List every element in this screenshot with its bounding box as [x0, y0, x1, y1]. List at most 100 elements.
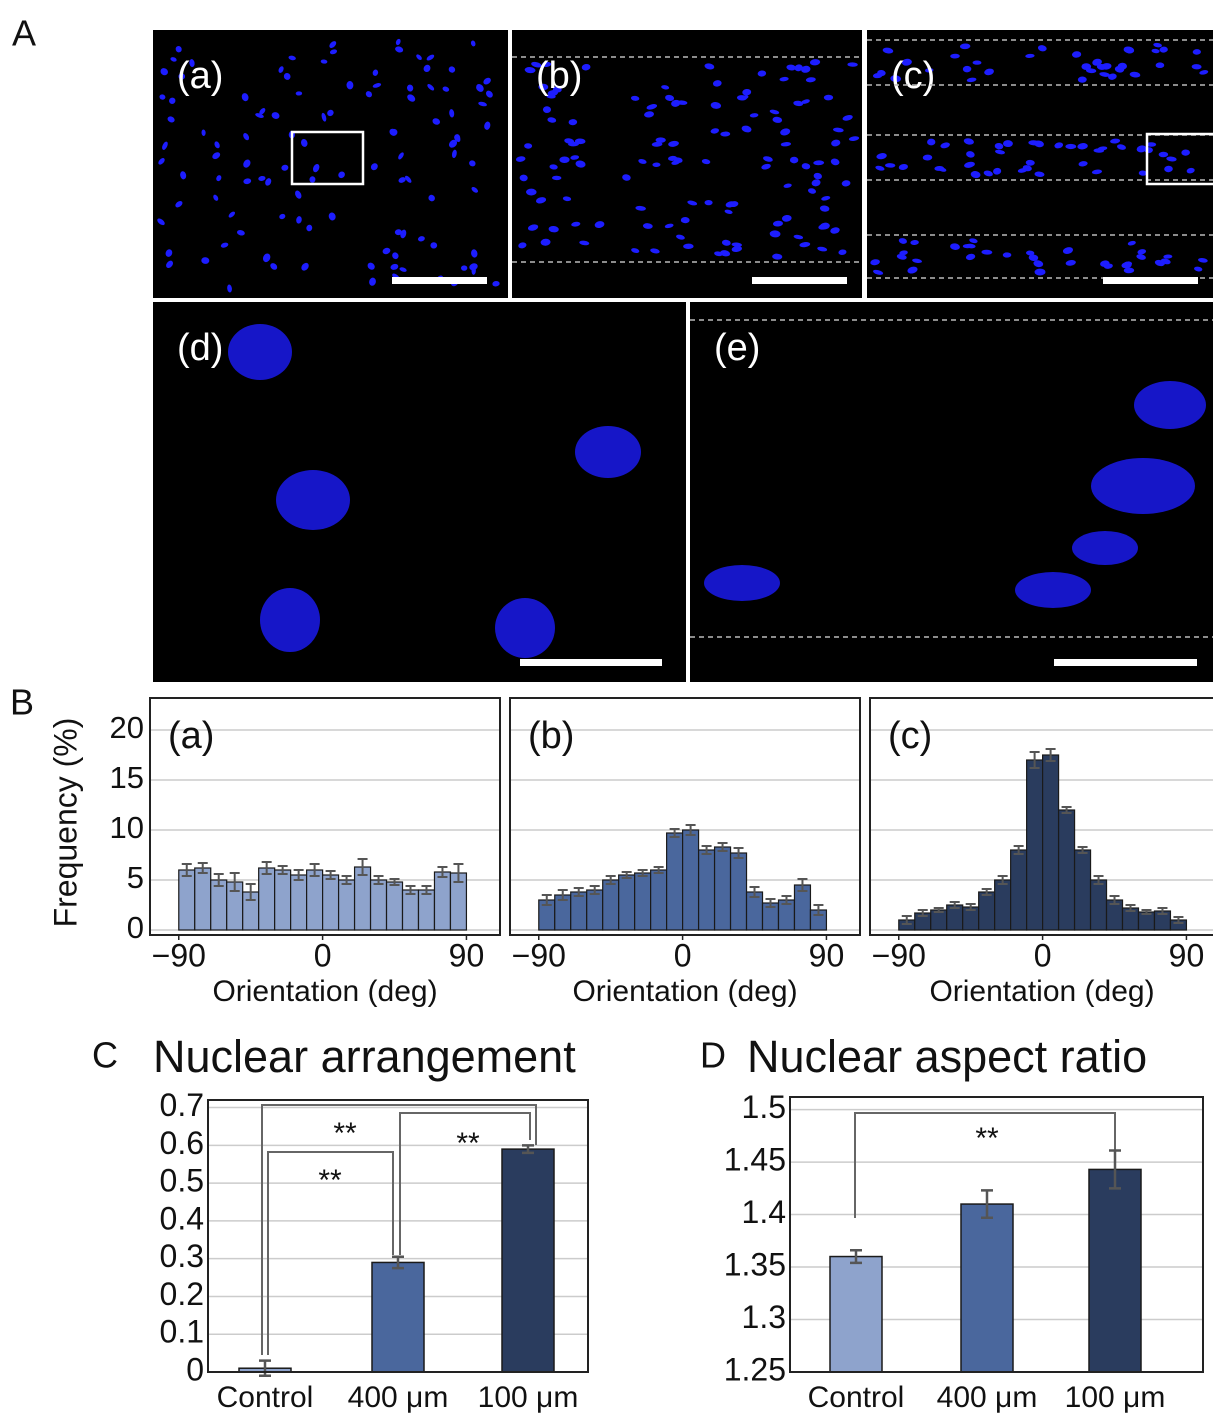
y-tick-label: 0.1 — [160, 1314, 204, 1350]
nucleus — [981, 249, 993, 255]
nucleus — [546, 94, 556, 99]
nucleus — [1146, 142, 1157, 147]
nucleus — [1002, 252, 1012, 258]
error-bar — [1029, 751, 1040, 769]
nucleus — [630, 95, 640, 101]
nucleus — [811, 179, 821, 187]
x-tick-label: −90 — [152, 937, 206, 973]
nucleus — [924, 68, 934, 73]
nucleus — [910, 239, 919, 246]
x-tick-label: 100 μm — [478, 1381, 579, 1414]
nucleus — [898, 163, 908, 171]
nucleus — [328, 212, 336, 221]
error-bar — [1013, 845, 1024, 855]
nucleus — [542, 106, 552, 114]
error-bar — [797, 878, 808, 892]
nucleus — [1154, 259, 1165, 267]
error-bar — [373, 875, 384, 885]
nucleus — [531, 61, 542, 68]
nucleus — [395, 46, 404, 53]
nucleus — [983, 170, 993, 177]
nucleus — [870, 259, 880, 266]
error-bar — [1109, 895, 1120, 905]
significance-brackets — [261, 1104, 1116, 1355]
nucleus — [166, 260, 174, 269]
histogram-bar — [618, 874, 636, 931]
scale-bar — [392, 277, 487, 284]
nucleus — [818, 223, 830, 230]
image-panel — [153, 30, 508, 298]
nucleus — [873, 269, 884, 275]
histogram-bar — [322, 874, 340, 931]
nucleus — [899, 250, 908, 256]
nucleus — [214, 141, 220, 149]
error-bar — [389, 878, 400, 886]
x-tick-label: −90 — [872, 937, 926, 973]
panel-label: (a) — [168, 715, 214, 757]
nucleus — [848, 136, 860, 142]
nucleus — [704, 199, 713, 206]
error-bar — [245, 883, 256, 901]
nucleus — [720, 131, 731, 137]
error-bar — [997, 875, 1008, 885]
plot-frame — [207, 1099, 589, 1373]
x-axis-label: Orientation (deg) — [572, 975, 797, 1008]
nucleus — [1091, 169, 1103, 175]
image-label: (a) — [177, 55, 223, 97]
error-bar — [717, 842, 728, 852]
nucleus — [243, 133, 250, 141]
x-tick-label: 90 — [449, 937, 485, 973]
error-bar — [522, 1144, 534, 1155]
nucleus — [1034, 171, 1045, 177]
nucleus — [721, 239, 731, 246]
nucleus — [372, 69, 379, 76]
histogram-bar — [385, 881, 404, 931]
nucleus — [295, 190, 302, 199]
histogram-bar — [178, 869, 196, 931]
nucleus — [1025, 159, 1035, 166]
error-bar — [1077, 846, 1088, 854]
y-tick-label: 0.7 — [160, 1087, 204, 1123]
nucleus — [793, 234, 804, 240]
histogram-bar — [697, 849, 716, 931]
nucleus — [1054, 142, 1064, 149]
nucleus — [220, 242, 229, 248]
nucleus — [407, 94, 416, 102]
y-tick-label: 1.45 — [724, 1142, 786, 1178]
panel-label: (c) — [888, 715, 932, 757]
nucleus — [676, 100, 688, 105]
nucleus — [175, 201, 183, 208]
plot-frame — [869, 697, 1213, 936]
nucleus — [847, 62, 858, 67]
nucleus — [329, 41, 337, 48]
y-tick-label: 15 — [110, 760, 144, 795]
nucleus — [838, 249, 847, 255]
nucleus — [842, 115, 853, 121]
nucleus — [907, 266, 918, 274]
nucleus — [541, 61, 552, 67]
scale-bar — [1103, 277, 1198, 284]
nucleus — [704, 63, 715, 70]
error-bar — [1093, 875, 1104, 885]
error-bar — [949, 901, 960, 909]
error-bar — [453, 863, 464, 883]
nucleus — [559, 156, 570, 163]
error-bar — [392, 1255, 404, 1270]
nucleus — [1033, 260, 1044, 268]
nucleus — [283, 73, 291, 80]
nucleus — [1191, 64, 1202, 70]
y-tick-label: 5 — [127, 860, 144, 895]
error-bar — [213, 873, 224, 887]
nucleus — [367, 262, 375, 270]
nucleus — [1155, 62, 1165, 69]
nucleus — [622, 174, 631, 181]
nucleus — [809, 59, 821, 66]
nucleus — [898, 238, 907, 244]
nucleus — [428, 194, 435, 202]
y-tick-label: 1.3 — [742, 1299, 786, 1335]
nucleus — [454, 134, 461, 143]
nucleus — [882, 47, 894, 54]
nucleus — [370, 163, 378, 171]
nucleus — [801, 65, 811, 73]
